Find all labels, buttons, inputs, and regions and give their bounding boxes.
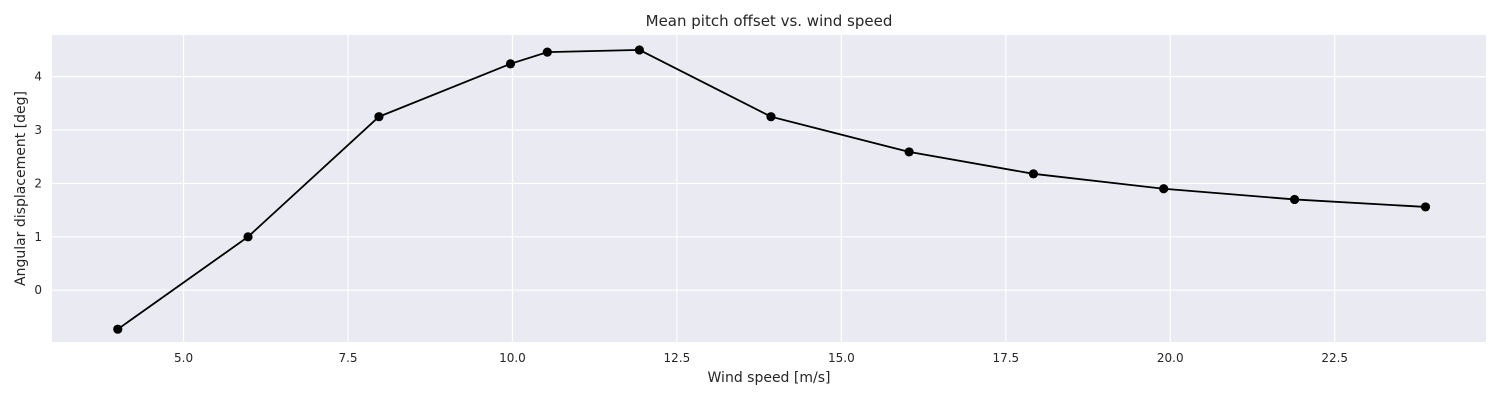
plot-background: [52, 35, 1486, 342]
x-tick-label: 20.0: [1157, 351, 1184, 365]
x-tick-label: 17.5: [992, 351, 1019, 365]
x-tick-label: 10.0: [499, 351, 526, 365]
series-line: [117, 49, 1426, 330]
y-tick-label: 4: [34, 70, 42, 84]
x-tick-label: 7.5: [338, 351, 357, 365]
data-point: [113, 324, 123, 334]
x-tick-label: 5.0: [174, 351, 193, 365]
data-point: [904, 147, 914, 157]
x-axis-label: Wind speed [m/s]: [708, 370, 831, 386]
data-point: [505, 59, 516, 69]
data-point: [766, 112, 776, 122]
x-tick-label: 15.0: [828, 351, 855, 365]
x-tick-label: 12.5: [664, 351, 691, 365]
data-point: [1028, 169, 1039, 179]
grid-lines: [52, 35, 1486, 342]
y-axis-label: Angular displacement [deg]: [13, 91, 29, 286]
x-tick-label: 22.5: [1321, 351, 1348, 365]
data-point: [634, 45, 645, 55]
y-tick-label: 2: [34, 176, 42, 190]
series-points: [113, 45, 1431, 334]
chart-title: Mean pitch offset vs. wind speed: [646, 12, 893, 30]
y-tick-label: 1: [34, 230, 42, 244]
data-point: [374, 112, 384, 122]
data-point: [1289, 194, 1300, 205]
data-point: [1159, 184, 1169, 194]
tick-labels: 5.0 7.5 10.0 12.5 15.0 17.5 20.0 22.5 0 1 2 3 4: [34, 70, 1348, 365]
data-point: [243, 232, 253, 242]
y-tick-label: 0: [34, 283, 42, 297]
y-tick-label: 3: [34, 123, 42, 137]
data-point: [1420, 202, 1431, 212]
data-point: [542, 47, 552, 57]
